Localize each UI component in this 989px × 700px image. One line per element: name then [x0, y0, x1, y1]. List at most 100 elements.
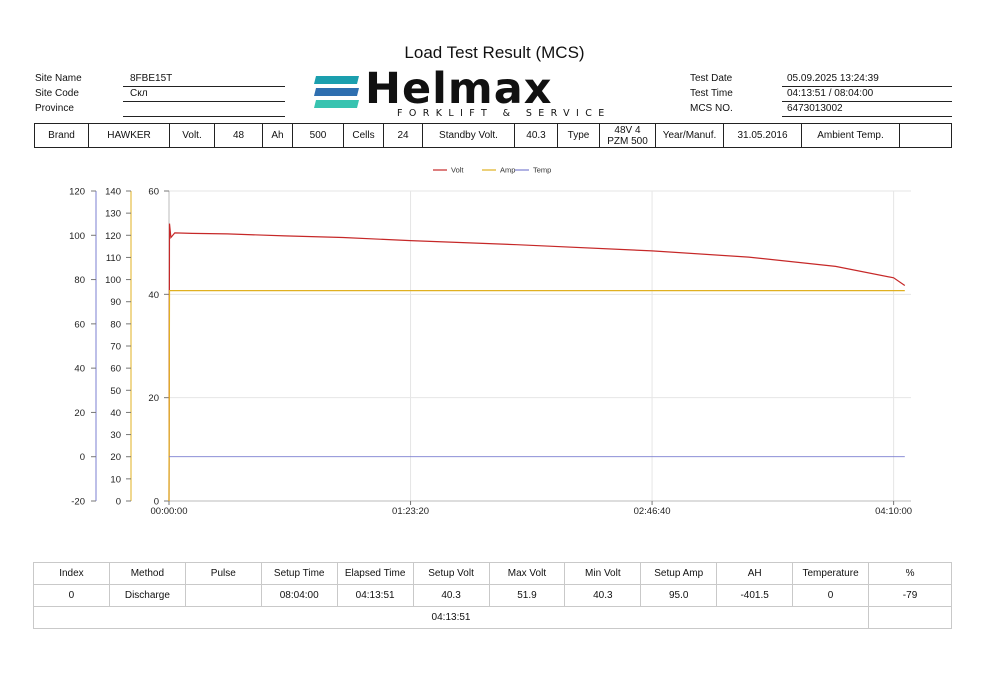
column-header: Setup Time	[260, 562, 338, 585]
column-header: Method	[108, 562, 186, 585]
x-tick-label: 01:23:20	[392, 506, 429, 517]
temp-tick-label: 80	[74, 275, 85, 286]
x-tick-label: 00:00:00	[151, 506, 188, 517]
column-header: Index	[33, 562, 110, 585]
temp-tick-label: 100	[69, 231, 85, 242]
results-total-row: 04:13:51	[32, 606, 952, 629]
site-name-value: 8FBE15T	[130, 73, 173, 84]
column-header: %	[868, 562, 952, 585]
volt-tick-label: 60	[148, 187, 159, 198]
volt-tick-label: 0	[154, 497, 159, 508]
column-header: Elapsed Time	[336, 562, 414, 585]
amp-tick-label: 60	[110, 364, 121, 375]
temp-tick-label: 120	[69, 187, 85, 198]
battery-spec-row: Brand HAWKER Volt. 48 Ah 500 Cells 24 St…	[34, 123, 952, 148]
type-value: 48V 4 PZM 500	[600, 124, 656, 147]
province-label: Province	[35, 103, 74, 114]
year-manuf-value: 31.05.2016	[724, 124, 802, 147]
series-line-amp	[168, 290, 905, 502]
column-header: Setup Volt	[412, 562, 490, 585]
x-tick-label: 02:46:40	[634, 506, 671, 517]
amp-tick-label: 130	[105, 209, 121, 220]
column-header: Max Volt	[488, 562, 566, 585]
total-empty-cell	[868, 606, 952, 629]
mcs-no-underline	[782, 116, 952, 117]
province-underline	[123, 116, 285, 117]
standby-volt-value: 40.3	[515, 124, 558, 147]
type-label: Type	[558, 124, 600, 147]
brand-value: HAWKER	[89, 124, 170, 147]
cells-value: 24	[384, 124, 423, 147]
load-test-chart: 120100806040200-201401301201101009080706…	[69, 166, 912, 518]
logo-wordmark: Helmax	[365, 64, 553, 114]
amp-tick-label: 70	[110, 342, 121, 353]
test-date-value: 05.09.2025 13:24:39	[787, 73, 879, 84]
temp-tick-label: -20	[71, 497, 85, 508]
site-code-label: Site Code	[35, 88, 79, 99]
year-manuf-label: Year/Manuf.	[656, 124, 724, 147]
volt-label: Volt.	[170, 124, 215, 147]
column-header: Min Volt	[564, 562, 642, 585]
brand-label: Brand	[35, 124, 89, 147]
test-time-label: Test Time	[690, 88, 733, 99]
site-code-value: Скл	[130, 88, 148, 99]
amp-tick-label: 30	[110, 430, 121, 441]
table-cell: 40.3	[412, 584, 490, 607]
amp-tick-label: 100	[105, 275, 121, 286]
standby-volt-label: Standby Volt.	[423, 124, 515, 147]
report-title: Load Test Result (MCS)	[404, 43, 585, 62]
x-tick-label: 04:10:00	[875, 506, 912, 517]
amp-tick-label: 140	[105, 187, 121, 198]
ambient-temp-value	[900, 124, 951, 147]
legend-label-temp: Temp	[533, 166, 551, 175]
table-cell: 40.3	[564, 584, 642, 607]
site-name-label: Site Name	[35, 73, 82, 84]
legend-label-volt: Volt	[451, 166, 464, 175]
table-cell: -79	[868, 584, 952, 607]
logo-stripes-icon	[314, 76, 359, 108]
amp-tick-label: 120	[105, 231, 121, 242]
amp-tick-label: 80	[110, 319, 121, 330]
total-elapsed-cell: 04:13:51	[32, 606, 870, 629]
table-cell: Discharge	[108, 584, 186, 607]
table-cell: 95.0	[640, 584, 718, 607]
temp-tick-label: 40	[74, 364, 85, 375]
amp-tick-label: 50	[110, 386, 121, 397]
amp-tick-label: 40	[110, 408, 121, 419]
amp-tick-label: 110	[106, 253, 121, 264]
ah-label: Ah	[263, 124, 293, 147]
column-header: AH	[716, 562, 794, 585]
column-header: Setup Amp	[640, 562, 718, 585]
volt-tick-label: 40	[148, 290, 159, 301]
table-cell	[184, 584, 262, 607]
table-cell: 04:13:51	[336, 584, 414, 607]
test-time-value: 04:13:51 / 08:04:00	[787, 88, 874, 99]
test-date-underline	[782, 86, 952, 87]
helmax-logo: Helmax FORKLIFT & SERVICE	[313, 64, 663, 120]
site-name-underline	[123, 86, 285, 87]
amp-tick-label: 10	[110, 474, 121, 485]
mcs-no-value: 6473013002	[787, 103, 843, 114]
logo-tagline: FORKLIFT & SERVICE	[397, 108, 611, 119]
temp-tick-label: 60	[74, 319, 85, 330]
table-row: 0 Discharge 08:04:00 04:13:51 40.3 51.9 40.3 95…	[33, 584, 952, 607]
table-cell: 0	[792, 584, 870, 607]
temp-tick-label: 0	[80, 452, 85, 463]
test-date-label: Test Date	[690, 73, 733, 84]
results-header-row: Index Method Pulse Setup Time Elapsed Time Se…	[33, 562, 952, 585]
table-cell: -401.5	[716, 584, 794, 607]
cells-label: Cells	[344, 124, 384, 147]
site-code-underline	[123, 101, 285, 102]
ah-value: 500	[293, 124, 344, 147]
amp-tick-label: 0	[116, 497, 121, 508]
table-cell: 0	[33, 584, 110, 607]
ambient-temp-label: Ambient Temp.	[802, 124, 900, 147]
temp-tick-label: 20	[74, 408, 85, 419]
series-line-volt	[168, 223, 906, 502]
table-cell: 51.9	[488, 584, 566, 607]
column-header: Temperature	[792, 562, 870, 585]
amp-tick-label: 90	[110, 297, 121, 308]
column-header: Pulse	[184, 562, 262, 585]
volt-tick-label: 20	[148, 393, 159, 404]
amp-tick-label: 20	[110, 452, 121, 463]
